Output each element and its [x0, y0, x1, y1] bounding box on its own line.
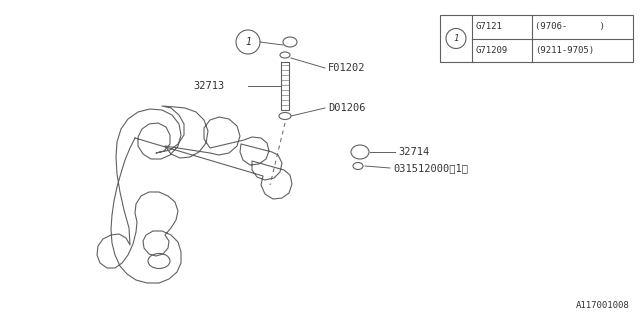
Text: 32713: 32713 [194, 81, 225, 91]
Text: 32714: 32714 [398, 147, 429, 157]
Bar [440, 15, 633, 62]
Text: (9211-9705): (9211-9705) [535, 46, 594, 55]
Text: D01206: D01206 [328, 103, 365, 113]
Text: (9706-      ): (9706- ) [535, 22, 605, 31]
Text: A117001008: A117001008 [576, 301, 630, 310]
Text: 031512000（1）: 031512000（1） [393, 163, 468, 173]
Text: G7121: G7121 [475, 22, 502, 31]
Text: G71209: G71209 [475, 46, 508, 55]
Text: 1: 1 [453, 34, 459, 43]
Text: 1: 1 [245, 37, 251, 47]
Text: F01202: F01202 [328, 63, 365, 73]
